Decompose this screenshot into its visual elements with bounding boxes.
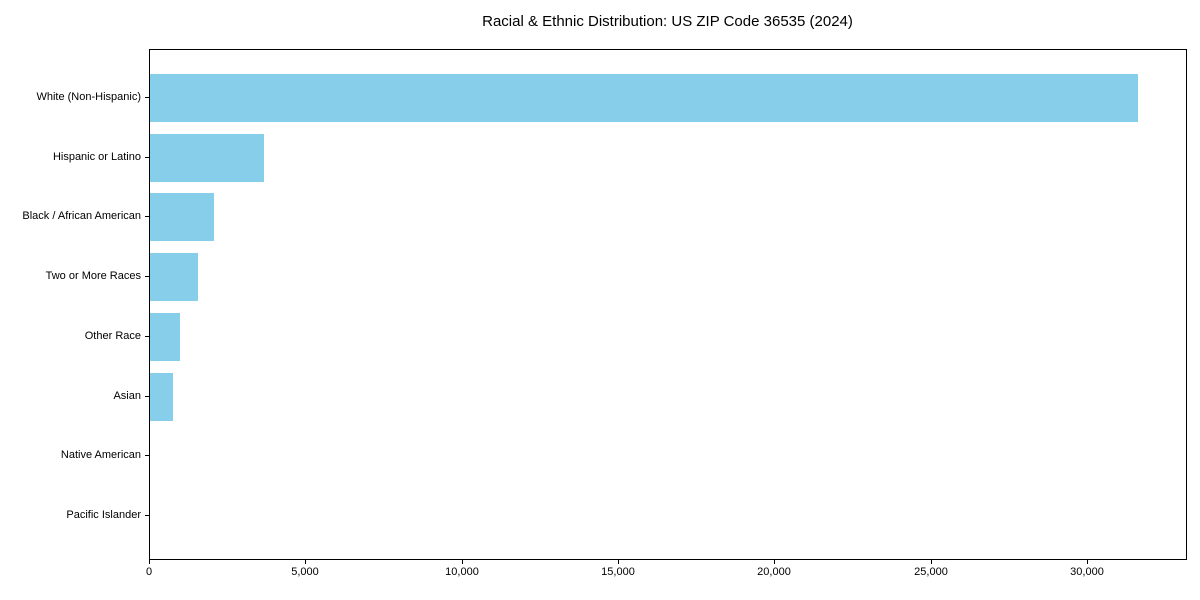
y-tick <box>145 157 149 158</box>
x-tick-label: 5,000 <box>291 566 319 578</box>
x-tick-label: 0 <box>145 566 153 578</box>
category-label: Hispanic or Latino <box>52 151 141 163</box>
y-tick <box>145 336 149 337</box>
y-tick <box>145 515 149 516</box>
y-tick <box>145 455 149 456</box>
category-label: Asian <box>113 390 141 402</box>
category-label: Black / African American <box>22 210 141 222</box>
x-tick-label: 10,000 <box>445 566 479 578</box>
x-tick <box>1087 560 1088 564</box>
y-tick <box>145 276 149 277</box>
bar <box>150 193 214 241</box>
x-tick <box>149 560 150 564</box>
x-tick <box>931 560 932 564</box>
plot-area <box>149 49 1187 560</box>
x-tick <box>305 560 306 564</box>
bar <box>150 134 264 182</box>
category-label: Other Race <box>84 330 141 342</box>
category-label: Pacific Islander <box>66 509 141 521</box>
x-tick <box>462 560 463 564</box>
category-label: White (Non-Hispanic) <box>36 91 141 103</box>
category-label: Two or More Races <box>45 270 141 282</box>
x-tick-label: 30,000 <box>1070 566 1104 578</box>
x-tick-label: 20,000 <box>757 566 791 578</box>
x-tick <box>774 560 775 564</box>
bar <box>150 373 173 421</box>
y-tick <box>145 396 149 397</box>
bar <box>150 74 1138 122</box>
y-tick <box>145 216 149 217</box>
y-tick <box>145 97 149 98</box>
x-tick-label: 25,000 <box>914 566 948 578</box>
category-label: Native American <box>60 449 141 461</box>
x-tick <box>618 560 619 564</box>
chart-title: Racial & Ethnic Distribution: US ZIP Cod… <box>482 13 853 30</box>
bar <box>150 313 180 361</box>
bar <box>150 253 198 301</box>
x-tick-label: 15,000 <box>601 566 635 578</box>
